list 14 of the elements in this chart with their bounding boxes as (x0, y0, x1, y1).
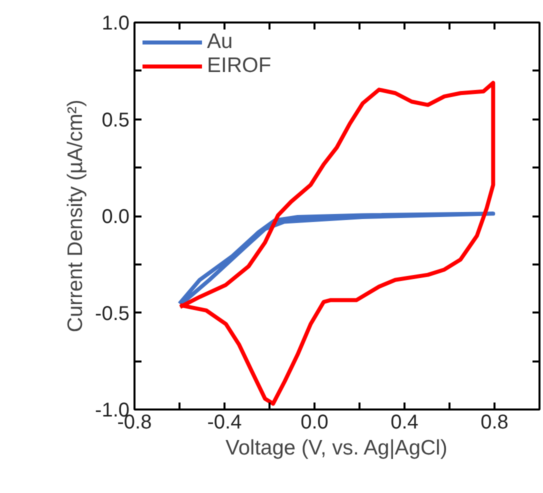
y-tick-label: -0.5 (95, 302, 130, 325)
y-tick-label: 1.0 (102, 12, 130, 34)
x-axis-title: Voltage (V, vs. Ag|AgCl) (226, 436, 448, 460)
line-series (178, 80, 496, 406)
line-series (178, 212, 496, 306)
y-tick-label: 0.5 (102, 109, 130, 132)
y-axis-title: Current Density (µA/cm²) (64, 100, 88, 332)
y-tick-label: 0.0 (102, 206, 130, 228)
x-tick-label: 0.0 (300, 412, 328, 434)
legend-label: Au (207, 30, 233, 54)
x-tick-label: -0.4 (207, 412, 242, 434)
x-tick-label: 0.4 (390, 412, 418, 434)
legend-label: EIROF (207, 54, 272, 78)
x-tick-label: 0.8 (480, 412, 508, 434)
